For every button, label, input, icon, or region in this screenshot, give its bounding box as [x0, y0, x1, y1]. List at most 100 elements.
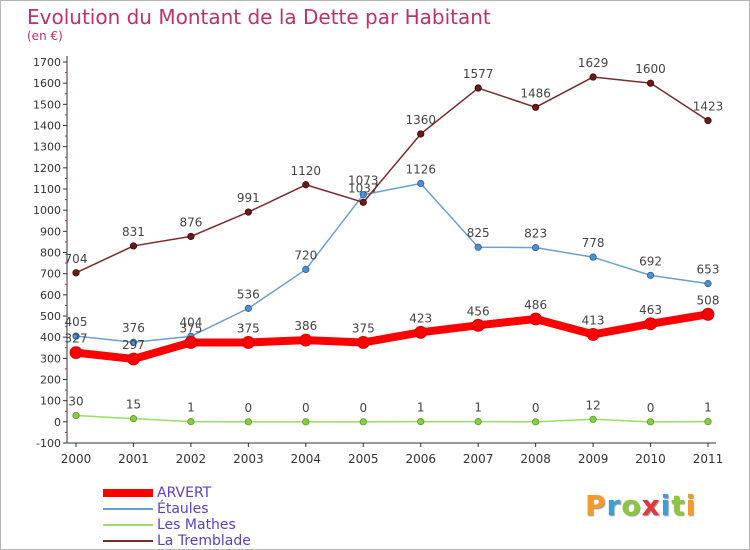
data-label-les-mathes: 1	[187, 401, 195, 415]
data-point-les-mathes	[417, 418, 425, 426]
chart-subtitle: (en €)	[27, 29, 63, 43]
y-tick-label: 900	[40, 225, 61, 238]
x-tick-label: 2006	[405, 452, 436, 466]
x-tick-label: 2007	[463, 452, 494, 466]
y-tick-label: 400	[40, 331, 61, 344]
legend-swatch-les-mathes	[103, 524, 153, 526]
data-label-la-tremblade: 1577	[463, 67, 494, 81]
data-label-taules: 825	[467, 226, 490, 240]
data-label-les-mathes: 1	[474, 401, 482, 415]
x-tick-label: 2010	[635, 452, 666, 466]
data-point-les-mathes	[704, 418, 712, 426]
data-point-la-tremblade	[589, 73, 597, 81]
logo-letter: i	[660, 489, 672, 522]
data-label-la-tremblade: 1629	[578, 56, 609, 70]
y-tick-label: 1100	[33, 183, 61, 196]
data-label-les-mathes: 1	[417, 401, 425, 415]
data-label-les-mathes: 0	[245, 401, 253, 415]
y-tick-label: 1000	[33, 204, 61, 217]
data-label-arvert: 297	[122, 338, 145, 352]
data-point-taules	[72, 332, 80, 340]
y-tick-label: 700	[40, 268, 61, 281]
y-tick-label: 500	[40, 310, 61, 323]
data-label-la-tremblade: 1120	[291, 164, 322, 178]
x-tick-label: 2008	[520, 452, 551, 466]
y-tick-label: -100	[36, 437, 61, 450]
data-label-les-mathes: 0	[532, 401, 540, 415]
data-label-taules: 823	[524, 227, 547, 241]
data-point-arvert	[69, 346, 83, 360]
data-point-arvert	[299, 333, 313, 347]
y-tick-label: 1400	[33, 120, 61, 133]
proxiti-logo[interactable]: Proxiti	[585, 489, 696, 522]
data-point-la-tremblade	[72, 269, 80, 277]
y-tick-label: 0	[54, 416, 61, 429]
data-point-les-mathes	[129, 415, 138, 423]
data-point-arvert	[701, 307, 715, 321]
data-point-les-mathes	[187, 418, 195, 426]
data-label-la-tremblade: 831	[122, 225, 145, 239]
data-label-arvert: 423	[409, 311, 432, 325]
legend-swatch-arvert	[103, 489, 153, 497]
data-label-les-mathes: 0	[302, 401, 310, 415]
data-label-taules: 1073	[348, 174, 379, 188]
data-label-arvert: 456	[467, 304, 490, 318]
x-tick-label: 2011	[693, 452, 724, 466]
y-tick-label: 300	[40, 352, 61, 365]
data-label-la-tremblade: 704	[65, 252, 88, 266]
data-point-arvert	[644, 317, 657, 331]
x-tick-label: 2002	[176, 452, 207, 466]
data-point-taules	[359, 191, 367, 199]
data-point-les-mathes	[646, 418, 655, 426]
y-tick-label: 200	[40, 374, 61, 387]
data-label-taules: 404	[179, 315, 202, 329]
data-label-taules: 405	[65, 315, 88, 329]
y-tick-label: 1600	[33, 77, 61, 90]
data-label-arvert: 486	[524, 298, 547, 312]
logo-letter: r	[606, 489, 622, 522]
data-label-taules: 778	[582, 236, 605, 250]
data-point-arvert	[127, 352, 140, 366]
data-label-arvert: 413	[582, 313, 605, 327]
data-point-les-mathes	[244, 418, 252, 426]
data-point-arvert	[529, 312, 543, 326]
data-point-les-mathes	[72, 411, 80, 420]
data-label-arvert: 386	[294, 319, 317, 333]
y-tick-label: 1200	[33, 162, 61, 175]
data-point-la-tremblade	[532, 103, 540, 111]
y-tick-label: 1300	[33, 141, 61, 154]
data-label-la-tremblade: 991	[237, 191, 260, 205]
y-tick-label: 600	[40, 289, 61, 302]
data-point-les-mathes	[359, 418, 367, 426]
data-point-taules	[417, 179, 425, 188]
series-line-taules	[75, 182, 709, 343]
series-line-les-mathes	[75, 414, 709, 423]
data-point-la-tremblade	[704, 117, 712, 125]
logo-letter: i	[685, 489, 697, 522]
data-point-la-tremblade	[187, 232, 195, 241]
legend-label-arvert: ARVERT	[157, 485, 212, 501]
series-line-la-tremblade	[75, 76, 709, 274]
data-label-la-tremblade: 876	[179, 215, 202, 229]
data-label-la-tremblade: 1360	[405, 113, 436, 127]
data-label-arvert: 375	[352, 321, 375, 335]
data-label-les-mathes: 1	[704, 401, 712, 415]
data-point-taules	[589, 253, 597, 261]
data-point-arvert	[184, 336, 198, 349]
data-label-arvert: 327	[65, 332, 88, 346]
legend-label-les-mathes: Les Mathes	[157, 517, 236, 533]
data-point-la-tremblade	[474, 84, 482, 92]
data-point-taules	[244, 304, 252, 312]
data-point-arvert	[471, 318, 485, 332]
data-point-taules	[302, 265, 310, 274]
data-point-les-mathes	[589, 415, 597, 423]
x-tick-label: 2003	[233, 452, 264, 466]
data-label-taules: 1126	[405, 162, 436, 176]
data-label-taules: 653	[697, 263, 720, 277]
y-tick-label: 800	[40, 247, 61, 260]
data-point-la-tremblade	[244, 208, 252, 216]
data-label-arvert: 375	[179, 321, 202, 335]
data-point-taules	[474, 243, 482, 251]
data-point-les-mathes	[474, 418, 482, 426]
